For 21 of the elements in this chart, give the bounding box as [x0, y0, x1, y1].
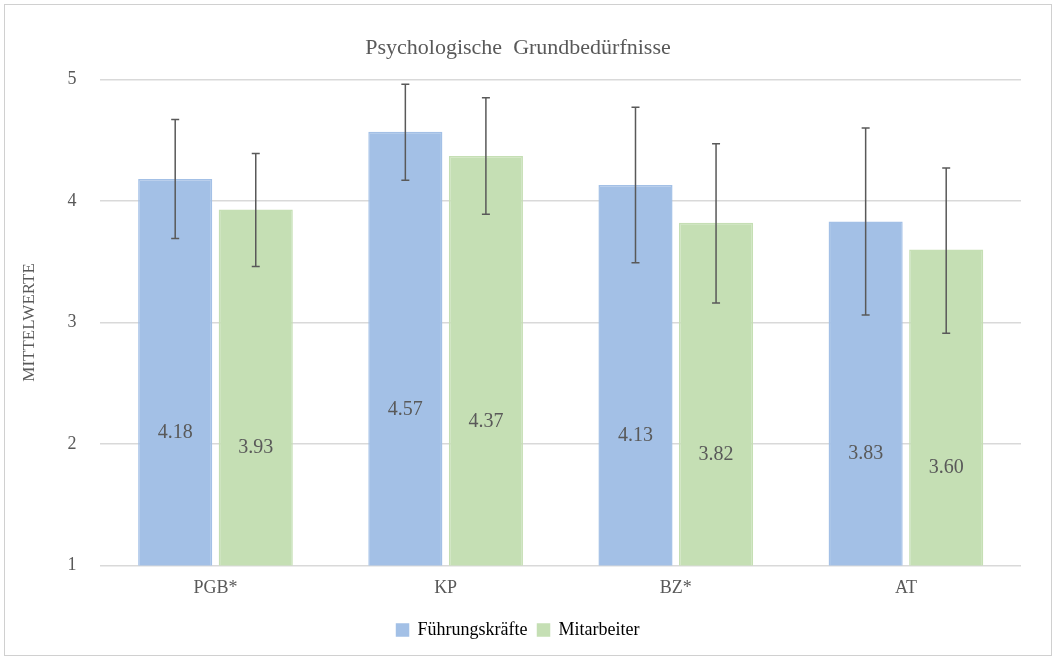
y-tick-label: 2: [67, 432, 77, 453]
y-tick-label: 3: [67, 311, 77, 332]
data-label: 4.18: [157, 420, 193, 443]
legend-label: Führungskräfte: [417, 618, 528, 639]
y-tick-label: 4: [67, 189, 77, 210]
y-tick-label: 5: [67, 68, 77, 89]
data-label: 3.82: [698, 442, 734, 465]
x-tick-label: KP: [434, 576, 458, 597]
x-tick-label: BZ*: [659, 576, 692, 597]
data-label: 3.60: [928, 455, 964, 478]
x-tick-label: PGB*: [193, 576, 238, 597]
chart-title: Psychologische Grundbedürfnisse: [365, 33, 671, 59]
data-label: 3.93: [238, 435, 274, 458]
data-label: 4.57: [387, 396, 423, 419]
data-label: 4.13: [618, 423, 653, 446]
x-tick-label: AT: [894, 576, 917, 597]
legend-label: Mitarbeiter: [558, 618, 640, 639]
y-tick-label: 1: [67, 554, 77, 575]
data-label: 3.83: [848, 441, 884, 464]
y-axis-title: MITTELWERTE: [18, 263, 38, 382]
data-label: 4.37: [468, 408, 504, 431]
